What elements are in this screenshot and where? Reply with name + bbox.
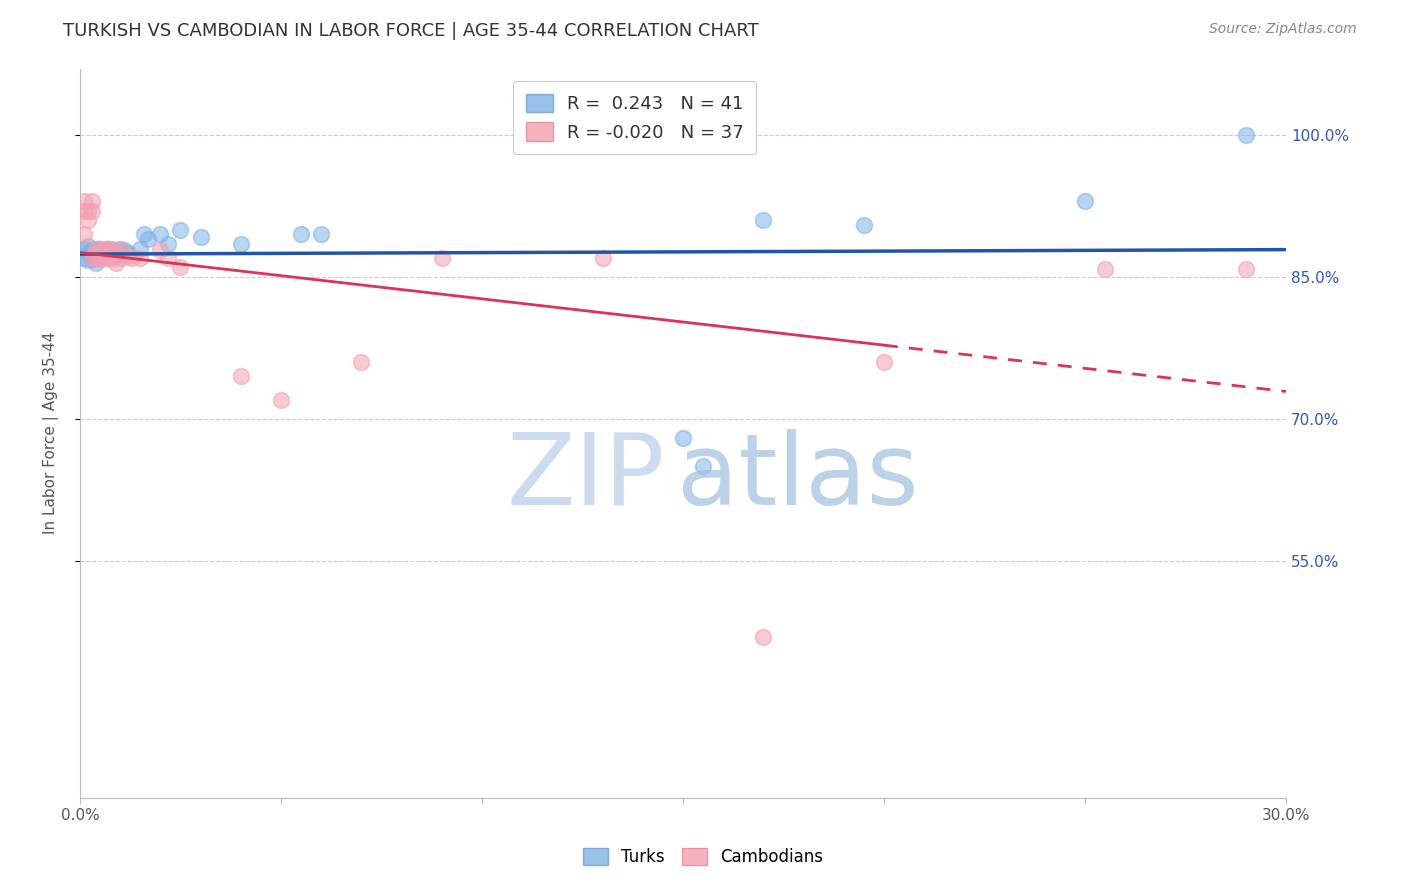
Point — [350, 355, 373, 369]
Point — [852, 218, 875, 232]
Point — [84, 256, 107, 270]
Point — [692, 459, 714, 474]
Point — [136, 232, 159, 246]
Point — [108, 246, 131, 260]
Point — [101, 251, 124, 265]
Point — [169, 260, 191, 275]
Point — [108, 242, 131, 256]
Point — [105, 249, 128, 263]
Text: TURKISH VS CAMBODIAN IN LABOR FORCE | AGE 35-44 CORRELATION CHART: TURKISH VS CAMBODIAN IN LABOR FORCE | AG… — [63, 22, 759, 40]
Y-axis label: In Labor Force | Age 35-44: In Labor Force | Age 35-44 — [44, 332, 59, 534]
Text: ZIP: ZIP — [506, 428, 665, 525]
Point — [101, 244, 124, 258]
Point — [77, 252, 100, 267]
Point — [84, 242, 107, 256]
Point — [93, 242, 115, 256]
Point — [1234, 128, 1257, 142]
Point — [80, 246, 103, 260]
Point — [752, 213, 775, 227]
Point — [89, 251, 111, 265]
Point — [97, 242, 120, 256]
Point — [77, 238, 100, 252]
Point — [105, 246, 128, 260]
Point — [84, 251, 107, 265]
Point — [108, 244, 131, 258]
Point — [190, 230, 212, 244]
Point — [97, 246, 120, 260]
Point — [1094, 262, 1116, 277]
Point — [84, 246, 107, 260]
Point — [73, 242, 96, 256]
Point — [84, 242, 107, 256]
Point — [270, 393, 292, 408]
Point — [309, 227, 332, 242]
Point — [80, 194, 103, 209]
Point — [89, 242, 111, 256]
Point — [73, 251, 96, 265]
Point — [169, 222, 191, 236]
Point — [77, 213, 100, 227]
Point — [129, 251, 152, 265]
Point — [93, 244, 115, 258]
Point — [80, 244, 103, 258]
Legend: R =  0.243   N = 41, R = -0.020   N = 37: R = 0.243 N = 41, R = -0.020 N = 37 — [513, 81, 756, 154]
Point — [149, 244, 172, 258]
Point — [134, 227, 156, 242]
Point — [80, 203, 103, 218]
Point — [97, 242, 120, 256]
Point — [157, 236, 180, 251]
Legend: Turks, Cambodians: Turks, Cambodians — [576, 841, 830, 873]
Text: Source: ZipAtlas.com: Source: ZipAtlas.com — [1209, 22, 1357, 37]
Point — [430, 251, 453, 265]
Point — [672, 431, 695, 445]
Point — [592, 251, 614, 265]
Point — [89, 242, 111, 256]
Point — [117, 249, 139, 263]
Text: atlas: atlas — [676, 428, 918, 525]
Point — [97, 251, 120, 265]
Point — [77, 246, 100, 260]
Point — [752, 630, 775, 644]
Point — [101, 242, 124, 256]
Point — [1074, 194, 1097, 209]
Point — [89, 246, 111, 260]
Point — [89, 251, 111, 265]
Point — [73, 194, 96, 209]
Point — [84, 249, 107, 263]
Point — [157, 251, 180, 265]
Point — [121, 251, 143, 265]
Point — [80, 251, 103, 265]
Point — [73, 227, 96, 242]
Point — [117, 246, 139, 260]
Point — [105, 256, 128, 270]
Point — [290, 227, 312, 242]
Point — [112, 244, 135, 258]
Point — [77, 203, 100, 218]
Point — [93, 249, 115, 263]
Point — [108, 251, 131, 265]
Point — [73, 203, 96, 218]
Point — [93, 251, 115, 265]
Point — [229, 369, 252, 384]
Point — [1234, 262, 1257, 277]
Point — [80, 252, 103, 266]
Point — [129, 242, 152, 256]
Point — [873, 355, 896, 369]
Point — [229, 236, 252, 251]
Point — [149, 227, 172, 242]
